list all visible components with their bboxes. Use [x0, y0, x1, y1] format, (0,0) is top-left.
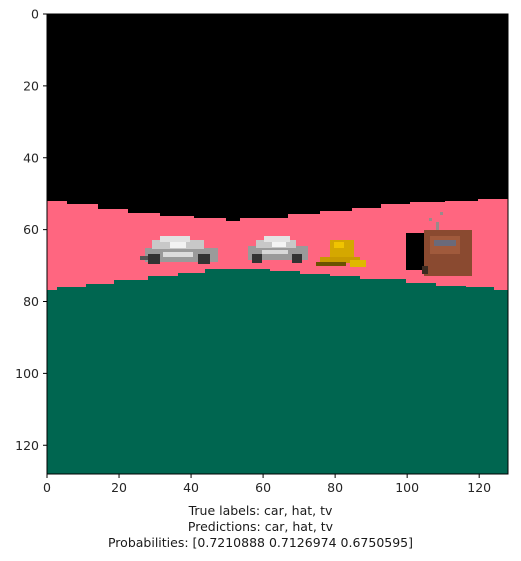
caption-predictions: Predictions: car, hat, tv — [187, 519, 334, 534]
x-tick-label: 100 — [395, 480, 419, 495]
silver-car-icon — [140, 236, 218, 264]
caption-true-labels: True labels: car, hat, tv — [188, 503, 333, 518]
silver-car-icon — [248, 236, 308, 263]
y-tick-label: 20 — [23, 78, 39, 93]
x-tick-label: 80 — [327, 480, 343, 495]
y-tick-label: 80 — [23, 294, 39, 309]
image-canvas — [47, 14, 508, 474]
x-axis: 0 20 40 60 80 100 120 — [43, 474, 491, 495]
brown-tv-icon — [406, 212, 472, 276]
green-ground — [47, 269, 508, 474]
y-tick-label: 120 — [15, 438, 39, 453]
caption-probabilities: Probabilities: [0.7210888 0.7126974 0.67… — [107, 535, 414, 550]
x-tick-label: 60 — [255, 480, 271, 495]
x-tick-label: 20 — [111, 480, 127, 495]
x-tick-label: 120 — [467, 480, 491, 495]
y-axis: 0 20 40 60 80 100 120 — [15, 7, 47, 453]
y-tick-label: 60 — [23, 222, 39, 237]
y-tick-label: 0 — [31, 7, 39, 22]
x-tick-label: 0 — [43, 480, 51, 495]
x-tick-label: 40 — [183, 480, 199, 495]
axes-frame — [46, 13, 509, 475]
y-tick-label: 40 — [23, 150, 39, 165]
yellow-hat-icon — [316, 240, 366, 267]
y-tick-label: 100 — [15, 366, 39, 381]
